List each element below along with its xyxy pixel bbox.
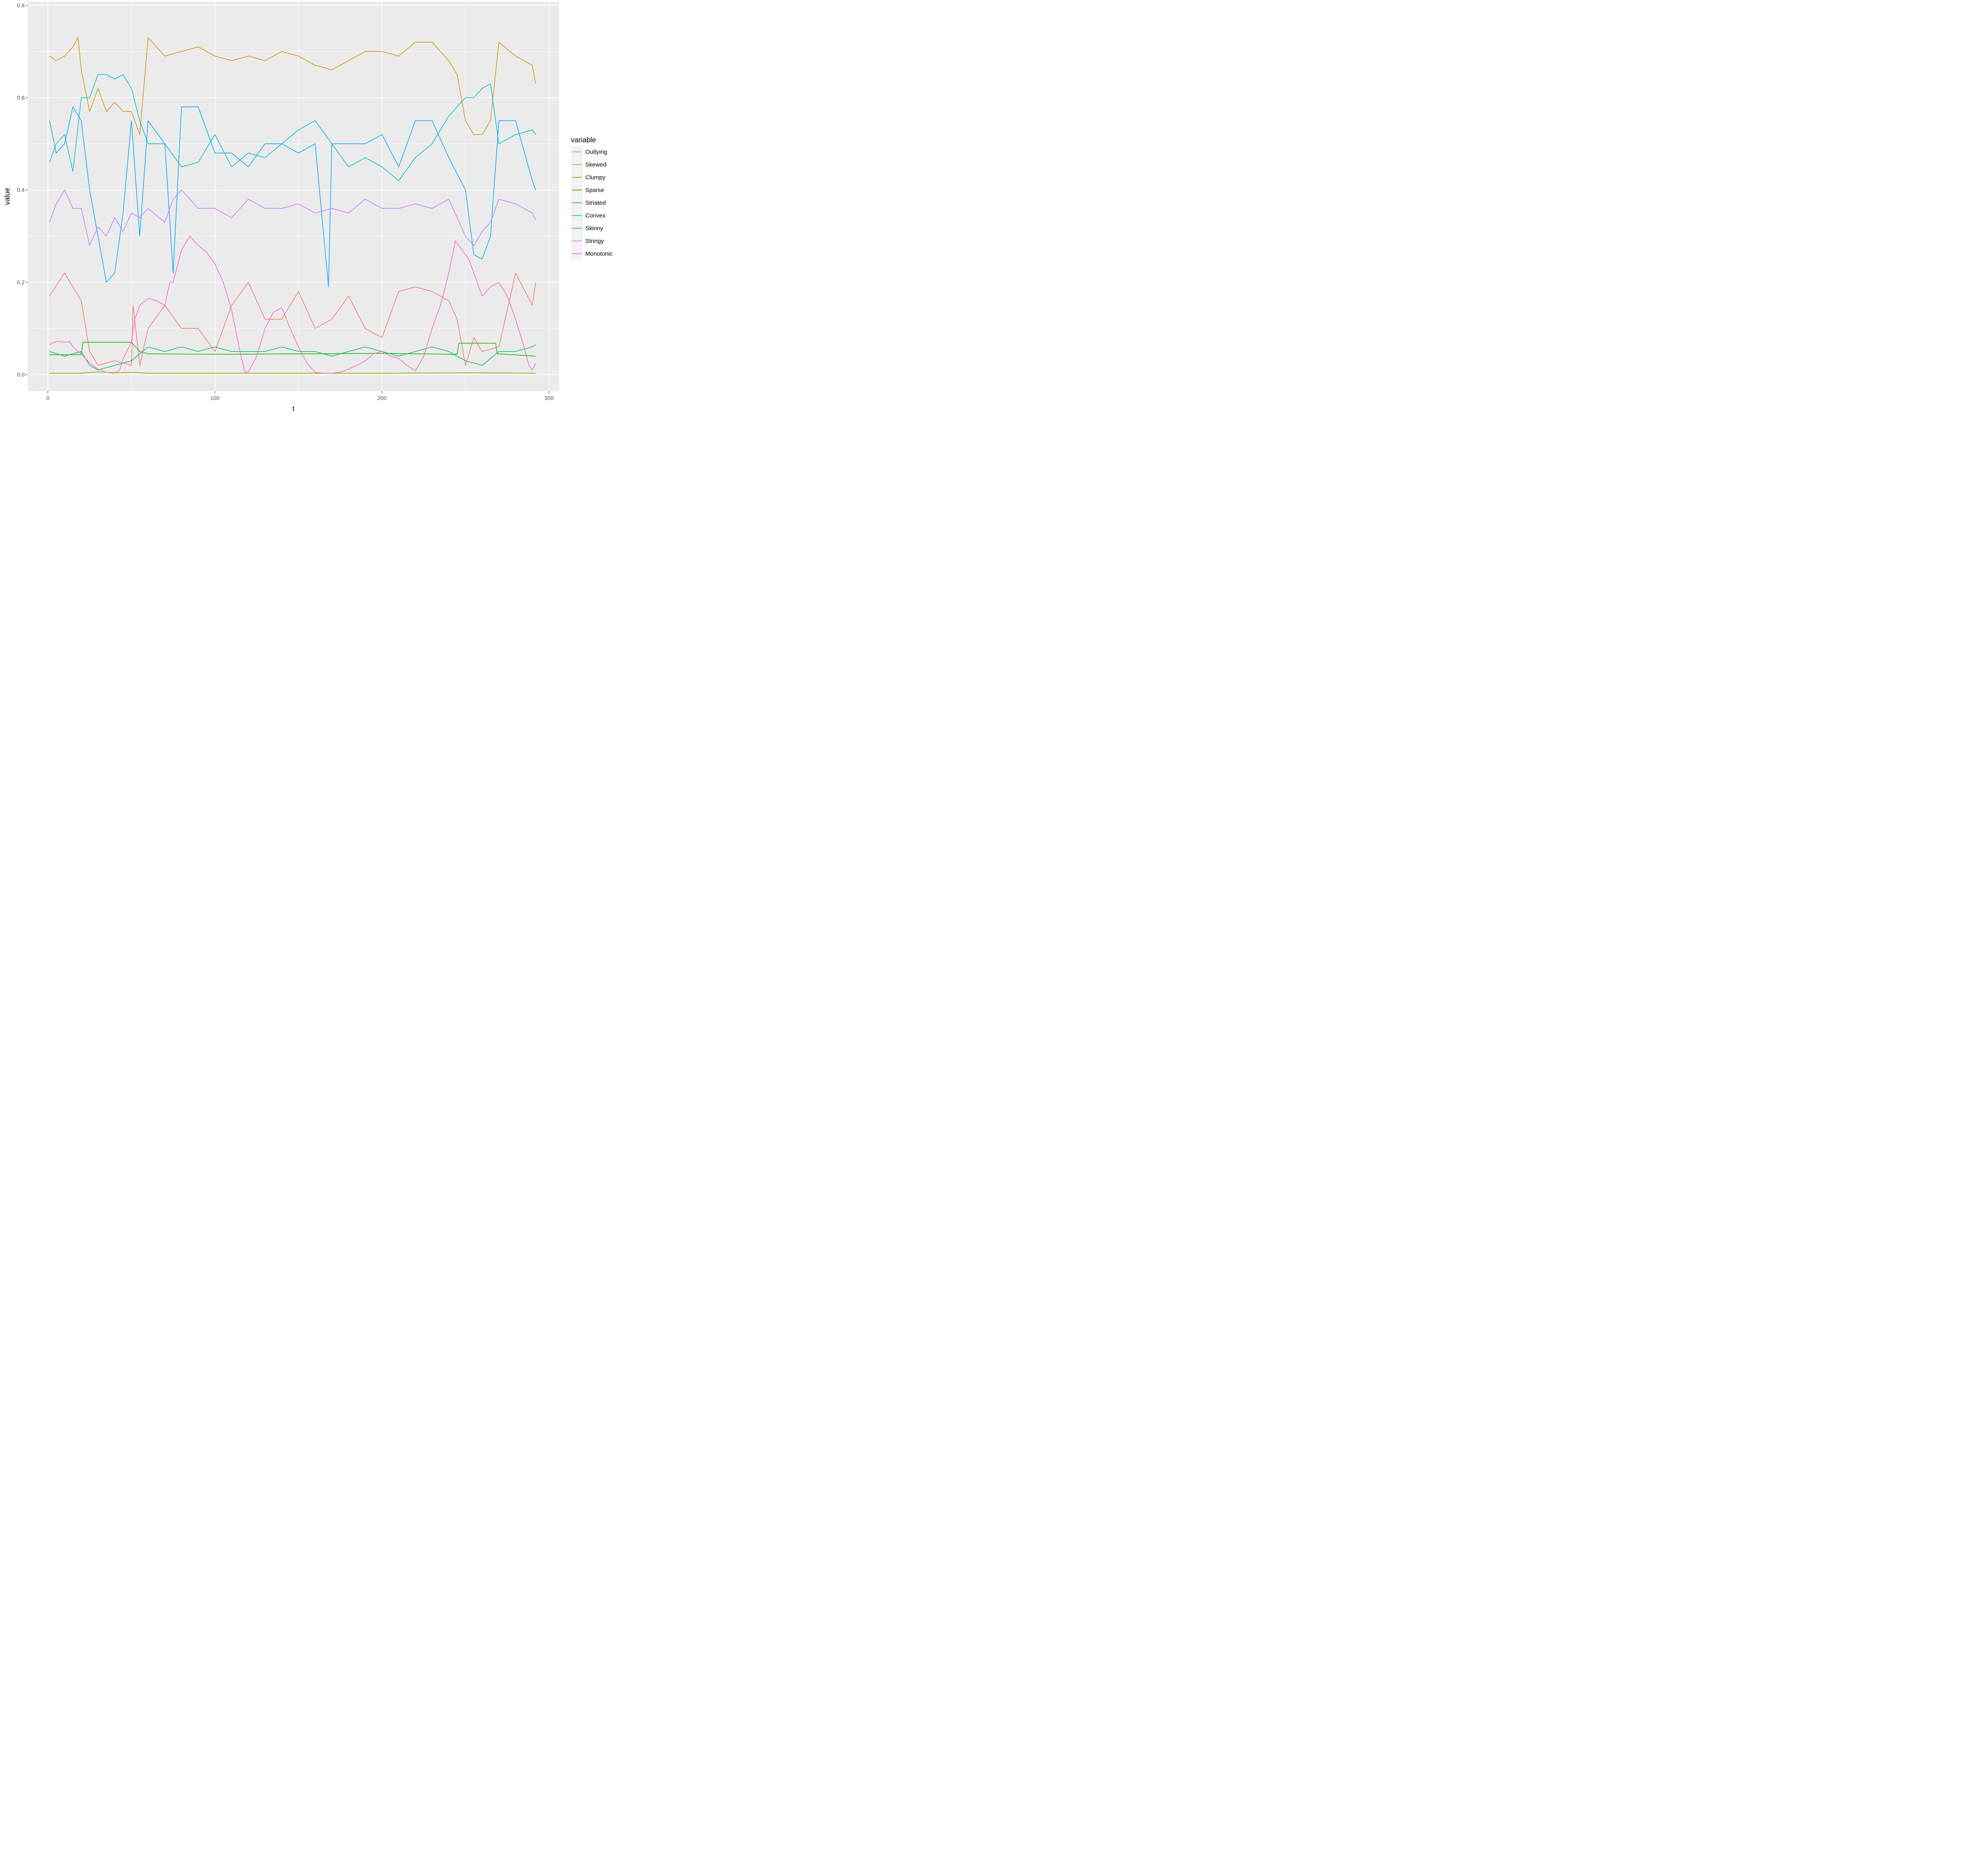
series-line-skewed: [49, 37, 536, 135]
legend-label-clumpy: Clumpy: [585, 174, 606, 181]
series-line-convex: [49, 74, 536, 181]
y-tick-label: 0.8: [17, 2, 25, 8]
line-chart: 0.0 0.2 0.4 0.6 0.8 0 100 200 300 t value varia…: [3, 2, 613, 413]
y-axis-label: value: [3, 188, 11, 205]
series-line-outlying: [49, 272, 536, 366]
x-tick-label: 300: [544, 395, 554, 401]
series-line-monotonic: [49, 236, 536, 374]
x-axis-label: t: [292, 405, 294, 413]
series-line-striated: [49, 344, 536, 371]
legend-label-outlying: Outlying: [585, 149, 607, 155]
legend-label-skinny: Skinny: [585, 225, 604, 232]
legend: variable Outlying Skewed Clumpy Sparse Stria…: [571, 136, 613, 260]
y-tick-label: 0.4: [17, 187, 25, 193]
legend-label-skewed: Skewed: [585, 161, 606, 168]
series-line-sparse: [49, 342, 536, 357]
series-line-skinny: [49, 106, 536, 287]
grid-minor: [28, 2, 559, 391]
legend-label-stringy: Stringy: [585, 238, 604, 245]
legend-label-convex: Convex: [585, 212, 606, 219]
x-axis: 0 100 200 300: [47, 391, 554, 401]
y-axis: 0.0 0.2 0.4 0.6 0.8: [17, 2, 28, 378]
series-line-stringy: [49, 189, 536, 246]
series-line-clumpy: [49, 371, 536, 374]
legend-label-monotonic: Monotonic: [585, 250, 613, 257]
legend-label-sparse: Sparse: [585, 187, 604, 194]
series-lines: [49, 37, 536, 374]
y-tick-label: 0.0: [17, 371, 25, 378]
legend-title: variable: [571, 136, 596, 144]
panel-background: [28, 2, 559, 391]
x-tick-label: 0: [47, 395, 50, 401]
y-tick-label: 0.2: [17, 279, 25, 285]
legend-label-striated: Striated: [585, 200, 606, 206]
x-tick-label: 200: [377, 395, 387, 401]
x-tick-label: 100: [210, 395, 220, 401]
y-tick-label: 0.6: [17, 95, 25, 101]
